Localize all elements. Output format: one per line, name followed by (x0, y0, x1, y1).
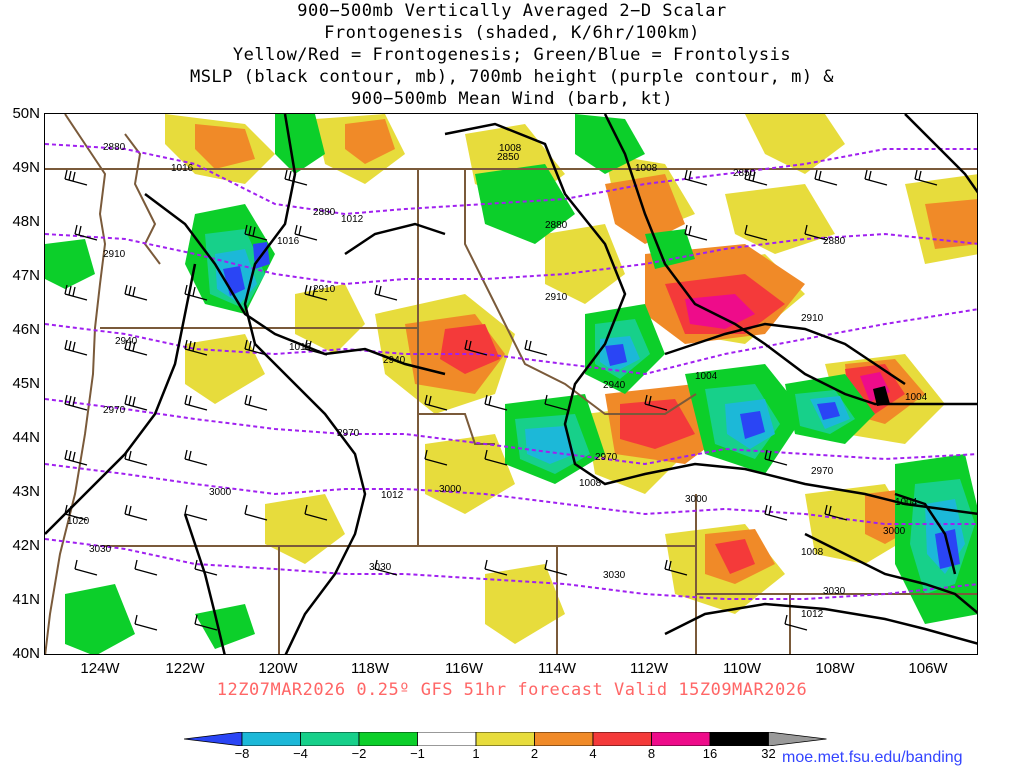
colorbar-tick-label: −2 (351, 746, 367, 761)
title-line-5: 900−500mb Mean Wind (barb, kt) (350, 89, 674, 109)
height-label: 3030 (603, 570, 626, 581)
colorbar (184, 732, 827, 746)
colorbar-tick-label: 1 (472, 746, 480, 761)
colorbar-segment (417, 732, 477, 746)
colorbar-tick-label: −1 (410, 746, 425, 761)
lon-label: 120W (258, 660, 298, 677)
height-label: 2880 (103, 142, 126, 153)
colorbar-segment (592, 732, 652, 746)
mslp-label: 1016 (277, 236, 300, 247)
forecast-valid-label: 12Z07MAR2026 0.25º GFS 51hr forecast Val… (216, 680, 808, 700)
colorbar-segment (534, 732, 594, 746)
colorbar-segment (184, 732, 243, 746)
colorbar-tick-label: 32 (761, 746, 776, 761)
frontogenesis-map: 2850 2850 2880 2880 2880 2880 2910 2910 … (44, 113, 978, 655)
lon-label: 122W (165, 660, 205, 677)
mslp-label: 1012 (801, 609, 824, 620)
height-label: 2940 (115, 336, 138, 347)
colorbar-segment (358, 732, 418, 746)
title-line-2: Frontogenesis (shaded, K/6hr/100km) (324, 23, 700, 43)
height-label: 3030 (369, 562, 392, 573)
height-label: 2880 (545, 220, 568, 231)
height-label: 3030 (89, 544, 112, 555)
height-label: 2850 (733, 168, 756, 179)
colorbar-tick-label: −8 (234, 746, 250, 761)
mslp-label: 1004 (895, 497, 918, 508)
height-label: 2940 (383, 355, 406, 366)
mslp-label: 1012 (341, 214, 364, 225)
colorbar-segment (475, 732, 535, 746)
height-label: 3000 (883, 526, 906, 537)
height-label: 3000 (685, 494, 708, 505)
mslp-label: 1012 (381, 490, 404, 501)
lat-label: 41N (12, 591, 40, 608)
chart-title: 900−500mb Vertically Averaged 2−D Scalar… (0, 0, 1024, 110)
height-label: 2910 (801, 313, 824, 324)
contour-labels: 2850 2850 2880 2880 2880 2880 2910 2910 … (67, 142, 928, 620)
lat-label: 46N (12, 321, 40, 338)
height-label: 2970 (811, 466, 834, 477)
colorbar-segment (300, 732, 360, 746)
lat-label: 42N (12, 537, 40, 554)
height-label: 2970 (595, 452, 618, 463)
lon-label: 106W (908, 660, 948, 677)
colorbar-segment (709, 732, 769, 746)
lon-label: 108W (815, 660, 855, 677)
title-line-3: Yellow/Red = Frontogenesis; Green/Blue =… (232, 45, 792, 65)
colorbar-segment (241, 732, 301, 746)
mslp-label: 1020 (67, 516, 90, 527)
title-line-4: MSLP (black contour, mb), 700mb height (… (189, 67, 835, 87)
mslp-label: 1004 (905, 392, 928, 403)
mslp-label: 1008 (499, 143, 522, 154)
height-label: 2910 (103, 249, 126, 260)
height-label: 2940 (603, 380, 626, 391)
lon-label: 118W (350, 660, 390, 677)
frontogenesis-shading (45, 114, 977, 654)
lon-label: 112W (629, 660, 669, 677)
mslp-label: 1016 (289, 342, 312, 353)
height-label: 2880 (823, 236, 846, 247)
height-label: 2910 (313, 284, 336, 295)
colorbar-tick-label: 8 (647, 746, 656, 761)
height-label: 3000 (209, 487, 232, 498)
colorbar-tick-label: −4 (293, 746, 308, 761)
lat-label: 49N (12, 159, 40, 176)
mslp-contours (45, 114, 977, 654)
mslp-label: 1004 (695, 371, 718, 382)
lat-label: 40N (12, 645, 40, 662)
lat-label: 48N (12, 213, 40, 230)
mslp-label: 1008 (801, 547, 824, 558)
height-label: 2880 (313, 207, 336, 218)
colorbar-segment (768, 732, 827, 746)
colorbar-tick-label: 16 (702, 746, 718, 761)
colorbar-tick-label: 4 (589, 746, 597, 761)
credit-text: moe.met.fsu.edu/banding (782, 749, 963, 766)
lat-label: 45N (12, 375, 40, 392)
height-label: 2970 (103, 405, 126, 416)
height-label: 2850 (497, 152, 520, 163)
lon-label: 124W (80, 660, 120, 677)
height-label: 2910 (545, 292, 568, 303)
colorbar-tick-label: 2 (530, 746, 539, 761)
mslp-label: 1016 (171, 163, 194, 174)
lon-label: 114W (537, 660, 577, 677)
height-label: 3000 (439, 484, 462, 495)
lat-label: 50N (12, 105, 40, 122)
lon-label: 110W (722, 660, 762, 677)
lat-label: 43N (12, 483, 40, 500)
map-canvas: 2850 2850 2880 2880 2880 2880 2910 2910 … (45, 114, 977, 654)
mslp-label: 1008 (579, 478, 602, 489)
mslp-label: 1008 (635, 163, 658, 174)
lon-label: 116W (444, 660, 484, 677)
height-label: 3030 (823, 586, 846, 597)
lat-label: 44N (12, 429, 40, 446)
lat-label: 47N (12, 267, 40, 284)
height-label: 2970 (337, 428, 360, 439)
title-line-1: 900−500mb Vertically Averaged 2−D Scalar (297, 1, 727, 21)
wind-barbs (64, 169, 938, 631)
colorbar-segment (651, 732, 711, 746)
